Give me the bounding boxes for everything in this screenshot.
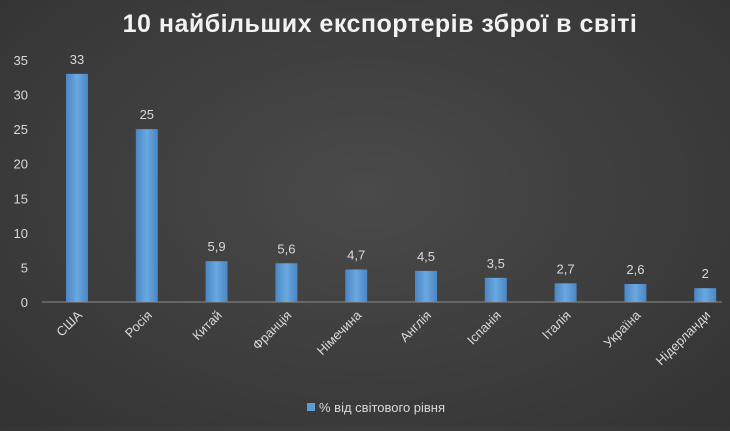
- category-label: Франція: [249, 308, 294, 353]
- data-label: 4,5: [417, 249, 435, 264]
- bar: [484, 277, 507, 302]
- legend-swatch: [307, 403, 315, 411]
- legend: % від світового рівня: [307, 400, 445, 415]
- bar: [624, 284, 647, 302]
- y-tick-label: 0: [21, 295, 28, 310]
- y-tick-label: 10: [14, 226, 28, 241]
- data-label: 4,7: [347, 248, 365, 263]
- legend-label: % від світового рівня: [319, 400, 445, 415]
- bar: [554, 283, 577, 302]
- bars-layer: [66, 73, 717, 302]
- bar: [135, 129, 158, 302]
- data-label: 5,6: [277, 241, 295, 256]
- category-label: США: [53, 307, 85, 339]
- category-label: Англія: [397, 308, 434, 345]
- data-label: 2,7: [557, 261, 575, 276]
- category-label: Росія: [122, 308, 155, 341]
- data-label: 5,9: [208, 239, 226, 254]
- category-label: Іспанія: [464, 308, 504, 348]
- data-label: 2,6: [626, 262, 644, 277]
- category-label: Україна: [600, 307, 644, 351]
- y-tick-label: 35: [14, 53, 28, 68]
- bar: [345, 269, 368, 302]
- bar: [275, 263, 298, 302]
- bar: [415, 270, 437, 302]
- category-label: Італія: [539, 308, 574, 343]
- y-tick-label: 15: [14, 191, 28, 206]
- y-tick-label: 20: [14, 157, 28, 172]
- bar: [694, 288, 717, 302]
- y-tick-label: 5: [21, 260, 28, 275]
- y-tick-label: 30: [14, 88, 28, 103]
- category-label: Нідерланди: [653, 308, 714, 369]
- axis-layer: 0 5 10 15 20 25 30 35: [14, 53, 722, 310]
- categories-layer: США Росія Китай Франція Німечина Англія Іспані…: [53, 307, 713, 368]
- data-label: 3,5: [487, 256, 505, 271]
- bar: [205, 261, 228, 302]
- data-label: 25: [140, 107, 154, 122]
- bar: [66, 73, 88, 302]
- y-tick-label: 25: [14, 122, 28, 137]
- category-label: Китай: [189, 308, 224, 343]
- labels-layer: 33 25 5,9 5,6 4,7 4,5 3,5 2,7 2,6 2: [70, 52, 709, 281]
- data-label: 33: [70, 52, 84, 67]
- data-label: 2: [702, 266, 709, 281]
- category-label: Німечина: [314, 307, 365, 358]
- chart-title: 10 найбільших експортерів зброї в світі: [123, 10, 638, 38]
